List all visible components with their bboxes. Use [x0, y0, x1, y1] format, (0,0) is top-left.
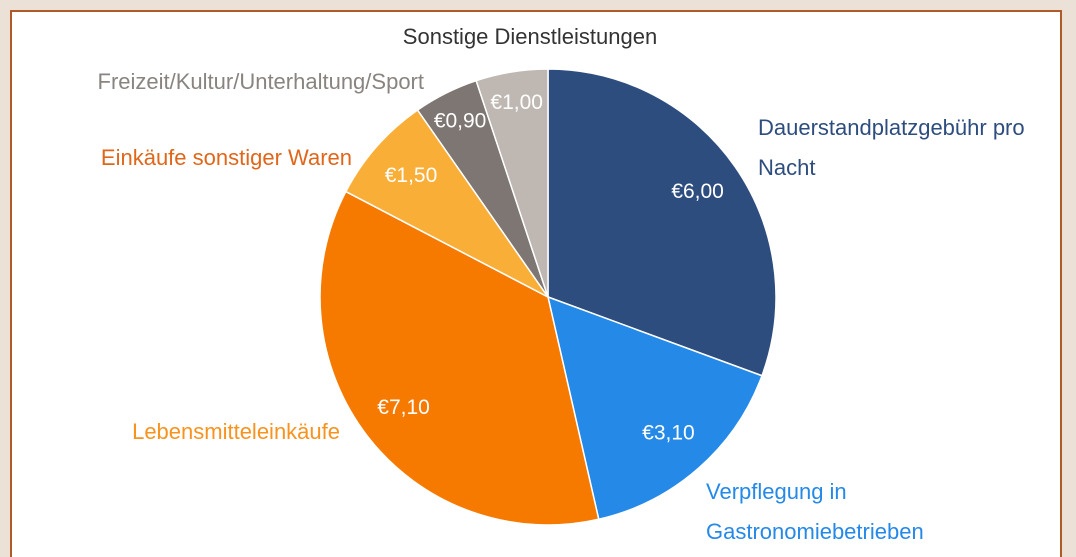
pie-slice — [319, 190, 600, 526]
value-label: €1,50 — [385, 164, 438, 187]
category-label: Einkäufe sonstiger Waren — [100, 145, 352, 170]
pie-slice — [344, 108, 549, 298]
category-label: Sonstige Dienstleistungen — [402, 24, 658, 49]
value-label: €7,10 — [377, 396, 430, 419]
category-label: Lebensmitteleinkäufe — [132, 419, 340, 444]
value-label: €0,90 — [434, 109, 487, 132]
category-label: Verpflegung in Gastronomiebetrieben — [706, 479, 924, 544]
pie-slice — [547, 68, 777, 377]
value-label: €6,00 — [671, 180, 724, 203]
pie-slice — [475, 68, 549, 298]
value-label: €1,00 — [490, 91, 543, 114]
category-label: Dauerstandplatzgebühr pro Nacht — [758, 115, 1025, 180]
value-label: €3,10 — [642, 422, 695, 445]
pie-slice — [546, 295, 763, 521]
category-label: Freizeit/Kultur/Unterhaltung/Sport — [97, 69, 425, 94]
